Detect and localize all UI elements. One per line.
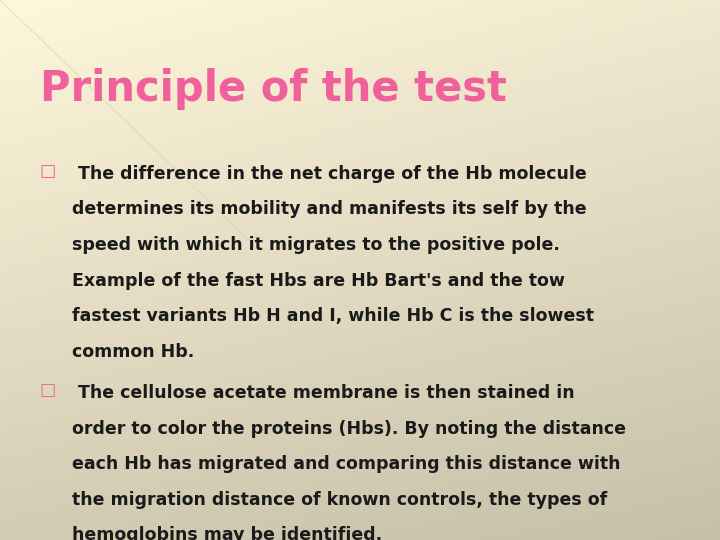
Text: Example of the fast Hbs are Hb Bart's and the tow: Example of the fast Hbs are Hb Bart's an… — [72, 272, 565, 289]
Text: The difference in the net charge of the Hb molecule: The difference in the net charge of the … — [72, 165, 587, 183]
Text: order to color the proteins (Hbs). By noting the distance: order to color the proteins (Hbs). By no… — [72, 420, 626, 437]
Text: determines its mobility and manifests its self by the: determines its mobility and manifests it… — [72, 200, 587, 218]
Text: Principle of the test: Principle of the test — [40, 68, 506, 110]
Text: □: □ — [40, 381, 56, 399]
Text: speed with which it migrates to the positive pole.: speed with which it migrates to the posi… — [72, 236, 560, 254]
Text: each Hb has migrated and comparing this distance with: each Hb has migrated and comparing this … — [72, 455, 621, 473]
Text: □: □ — [40, 162, 56, 180]
Text: hemoglobins may be identified.: hemoglobins may be identified. — [72, 526, 382, 540]
Text: the migration distance of known controls, the types of: the migration distance of known controls… — [72, 491, 607, 509]
Text: fastest variants Hb H and I, while Hb C is the slowest: fastest variants Hb H and I, while Hb C … — [72, 307, 594, 325]
Text: common Hb.: common Hb. — [72, 343, 194, 361]
Text: The cellulose acetate membrane is then stained in: The cellulose acetate membrane is then s… — [72, 384, 575, 402]
